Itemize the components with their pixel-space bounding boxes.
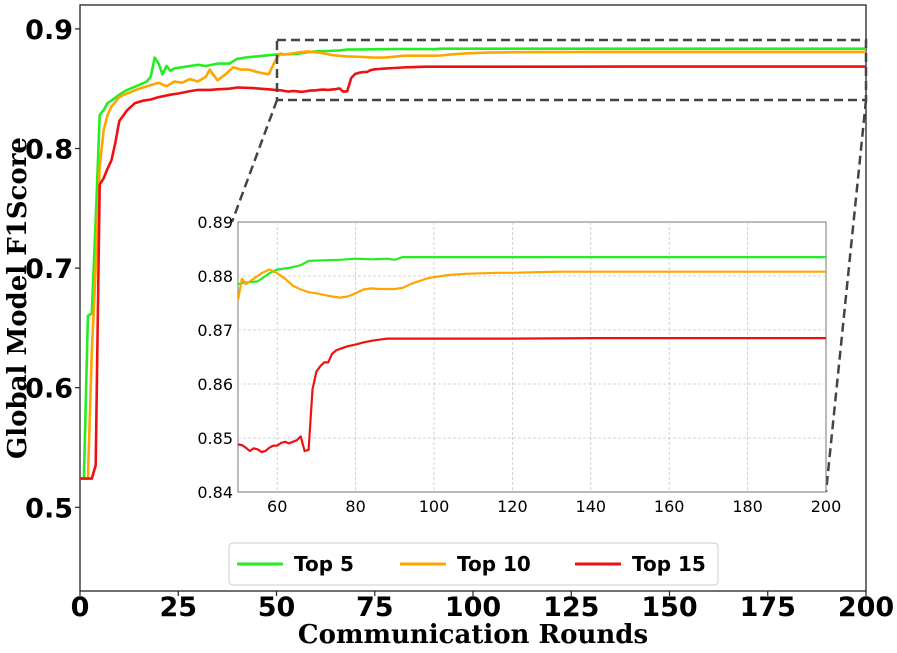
main-x-tick-label: 0 — [71, 592, 90, 623]
inset-x-tick-label: 160 — [654, 497, 685, 516]
inset-x-tick-label: 200 — [811, 497, 842, 516]
main-x-tick-label: 100 — [445, 592, 501, 623]
y-axis-title: Global Model F1Score — [3, 137, 33, 459]
inset-y-tick-label: 0.87 — [197, 321, 233, 340]
inset-plot-area — [237, 221, 827, 493]
x-axis-title: Communication Rounds — [298, 620, 648, 650]
series-line-top-10 — [80, 50, 866, 480]
zoom-connector-right — [824, 99, 868, 493]
main-x-ticks: 0 25 50 75 100 125 150 175 200 — [71, 591, 894, 623]
inset-series-line-top-10 — [238, 268, 826, 301]
legend-label-top-10: Top 10 — [457, 552, 531, 576]
main-y-tick-label: 0.5 — [25, 493, 73, 524]
inset-x-tick-label: 140 — [576, 497, 607, 516]
main-x-tick-label: 25 — [159, 592, 197, 623]
main-y-tick-label: 0.9 — [25, 15, 73, 46]
legend-box — [228, 542, 719, 586]
main-x-tick-label: 175 — [740, 592, 796, 623]
main-x-tick-label: 75 — [356, 592, 394, 623]
inset-y-tick-label: 0.89 — [197, 213, 233, 232]
main-y-tick-label: 0.7 — [25, 254, 73, 285]
inset-x-ticks: 60 80 100 120 140 160 180 200 — [267, 497, 841, 516]
series-line-top-15 — [80, 65, 866, 480]
inset-series-line-top-5 — [238, 256, 826, 286]
inset-y-tick-label: 0.88 — [197, 267, 233, 286]
inset-x-tick-label: 180 — [732, 497, 763, 516]
main-x-tick-label: 200 — [838, 592, 894, 623]
zoom-connector-left — [230, 99, 279, 223]
legend: Top 5 Top 10 Top 15 — [237, 552, 706, 576]
inset-series-line-top-15 — [238, 337, 826, 454]
inset-series-group — [238, 256, 826, 454]
inset-x-tick-label: 60 — [267, 497, 287, 516]
main-x-tick-label: 50 — [258, 592, 296, 623]
main-y-tick-label: 0.6 — [25, 374, 73, 405]
inset-grid — [238, 222, 826, 492]
main-x-tick-label: 150 — [641, 592, 697, 623]
inset-y-tick-label: 0.84 — [197, 483, 233, 502]
inset-y-tick-label: 0.85 — [197, 429, 233, 448]
zoom-region-box — [275, 38, 868, 102]
main-series-group — [80, 47, 866, 480]
inset-y-tick-label: 0.86 — [197, 375, 233, 394]
main-y-tick-label: 0.8 — [25, 135, 73, 166]
legend-label-top-15: Top 15 — [632, 552, 706, 576]
series-line-top-5 — [80, 47, 866, 480]
inset-x-tick-label: 100 — [419, 497, 450, 516]
inset-x-tick-label: 120 — [497, 497, 528, 516]
main-x-tick-label: 125 — [543, 592, 599, 623]
inset-y-ticks: 0.84 0.85 0.86 0.87 0.88 0.89 — [197, 213, 233, 502]
main-y-ticks: 0.5 0.6 0.7 0.8 0.9 — [25, 15, 80, 524]
inset-x-tick-label: 80 — [345, 497, 365, 516]
legend-label-top-5: Top 5 — [294, 552, 354, 576]
